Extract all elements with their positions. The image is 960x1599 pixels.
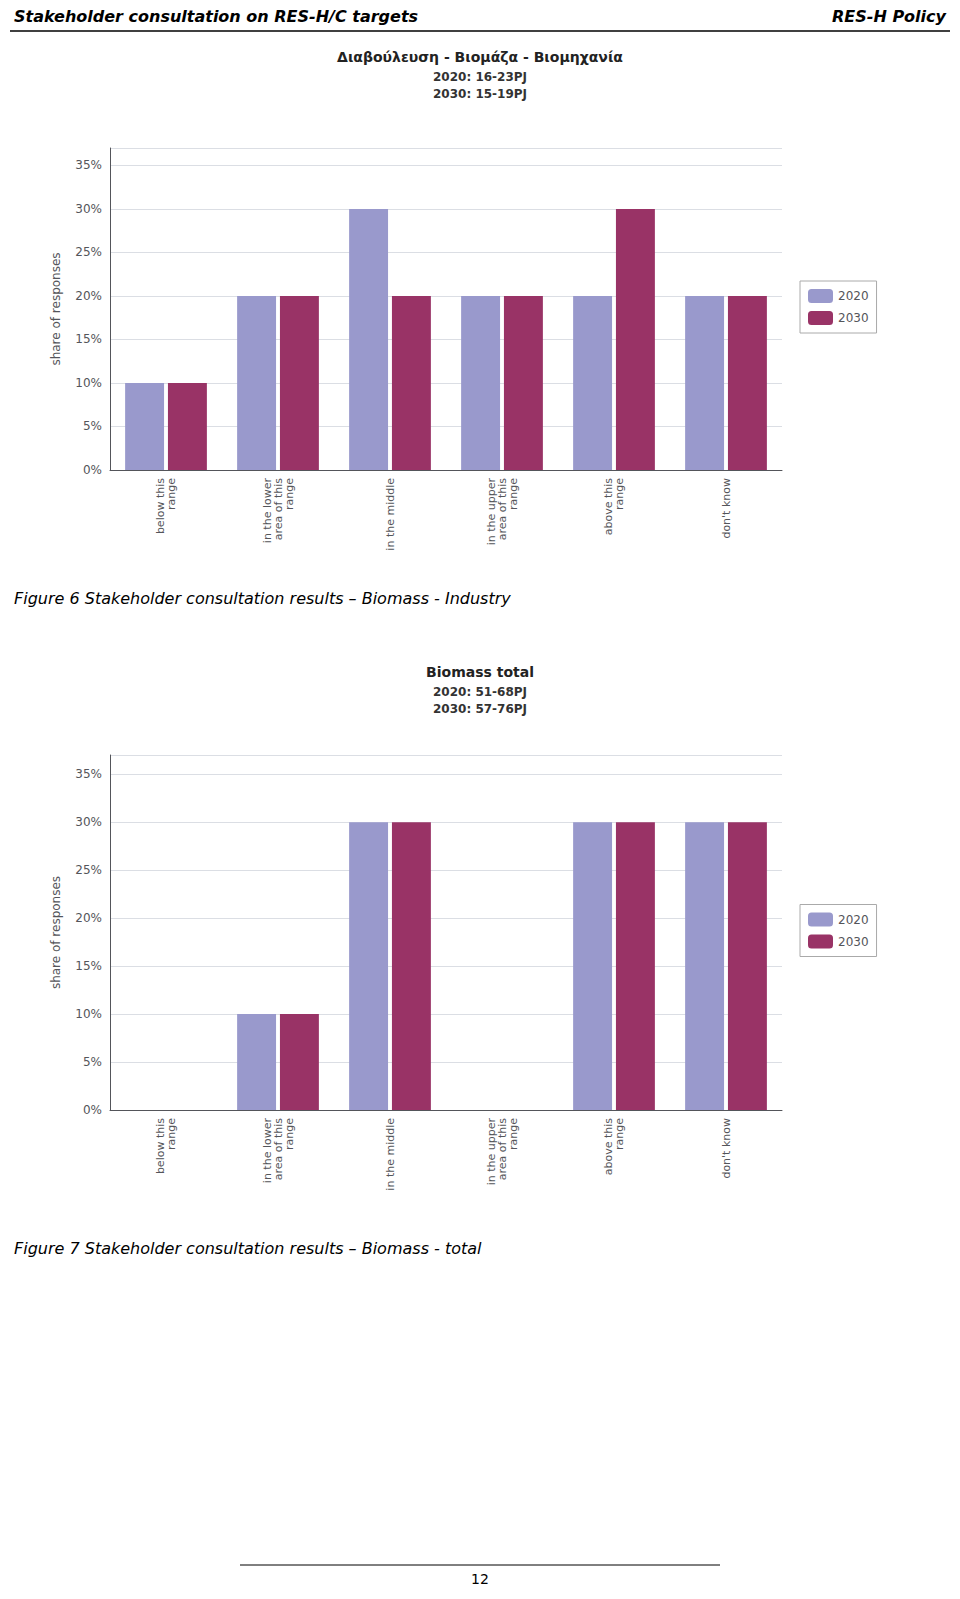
svg-text:share of responses: share of responses (49, 252, 63, 365)
svg-text:don't know: don't know (720, 1118, 733, 1179)
svg-text:2020: 16-23PJ: 2020: 16-23PJ (433, 70, 527, 84)
svg-text:20%: 20% (75, 289, 102, 303)
svg-text:in the middle: in the middle (384, 478, 397, 551)
svg-text:2030: 57-76PJ: 2030: 57-76PJ (433, 702, 527, 716)
svg-text:Stakeholder consultation on RE: Stakeholder consultation on RES-H/C targ… (14, 7, 418, 26)
svg-text:range: range (613, 1118, 626, 1150)
svg-text:5%: 5% (83, 1055, 102, 1069)
svg-text:35%: 35% (75, 767, 102, 781)
svg-text:35%: 35% (75, 158, 102, 172)
svg-text:15%: 15% (75, 959, 102, 973)
svg-text:2030: 2030 (838, 311, 869, 325)
svg-text:Διαβούλευση - Βιομάζα - Βιομηχ: Διαβούλευση - Βιομάζα - Βιομηχανία (337, 49, 623, 65)
svg-text:0%: 0% (83, 463, 102, 477)
svg-text:share of responses: share of responses (49, 876, 63, 989)
svg-text:below this: below this (154, 478, 167, 535)
svg-text:range: range (283, 478, 296, 510)
svg-text:range: range (507, 478, 520, 510)
svg-text:in the upper: in the upper (484, 1118, 498, 1186)
svg-text:25%: 25% (75, 863, 102, 877)
svg-text:range: range (507, 1118, 520, 1150)
svg-text:30%: 30% (75, 815, 102, 829)
svg-text:range: range (165, 1118, 178, 1150)
svg-text:2030: 15-19PJ: 2030: 15-19PJ (433, 87, 527, 101)
svg-text:range: range (283, 1118, 296, 1150)
svg-text:10%: 10% (75, 1007, 102, 1021)
svg-text:25%: 25% (75, 245, 102, 259)
svg-text:0%: 0% (83, 1103, 102, 1117)
svg-text:don't know: don't know (720, 478, 733, 539)
svg-text:20%: 20% (75, 911, 102, 925)
svg-text:above this: above this (602, 478, 615, 536)
svg-text:12: 12 (471, 1571, 489, 1587)
svg-text:range: range (613, 478, 626, 510)
svg-text:2030: 2030 (838, 935, 869, 949)
svg-text:in the upper: in the upper (484, 478, 498, 546)
svg-text:Figure 7 Stakeholder consultat: Figure 7 Stakeholder consultation result… (14, 1239, 482, 1258)
svg-text:in the lower: in the lower (260, 478, 274, 544)
svg-text:2020: 2020 (838, 289, 869, 303)
svg-text:Figure 6 Stakeholder consultat: Figure 6 Stakeholder consultation result… (14, 589, 511, 608)
svg-text:range: range (165, 478, 178, 510)
svg-text:area of this: area of this (271, 478, 285, 541)
svg-text:2020: 51-68PJ: 2020: 51-68PJ (433, 685, 527, 699)
svg-text:15%: 15% (75, 332, 102, 346)
svg-text:area of this: area of this (495, 1118, 509, 1181)
svg-text:5%: 5% (83, 419, 102, 433)
svg-text:in the middle: in the middle (384, 1118, 397, 1191)
svg-text:area of this: area of this (271, 1118, 285, 1181)
svg-text:below this: below this (154, 1118, 167, 1175)
svg-text:area of this: area of this (495, 478, 509, 541)
svg-text:RES-H Policy: RES-H Policy (832, 7, 947, 26)
svg-text:in the lower: in the lower (260, 1118, 274, 1184)
svg-text:30%: 30% (75, 202, 102, 216)
svg-text:2020: 2020 (838, 913, 869, 927)
svg-text:10%: 10% (75, 376, 102, 390)
svg-text:above this: above this (602, 1118, 615, 1176)
svg-text:Biomass total: Biomass total (426, 664, 534, 680)
